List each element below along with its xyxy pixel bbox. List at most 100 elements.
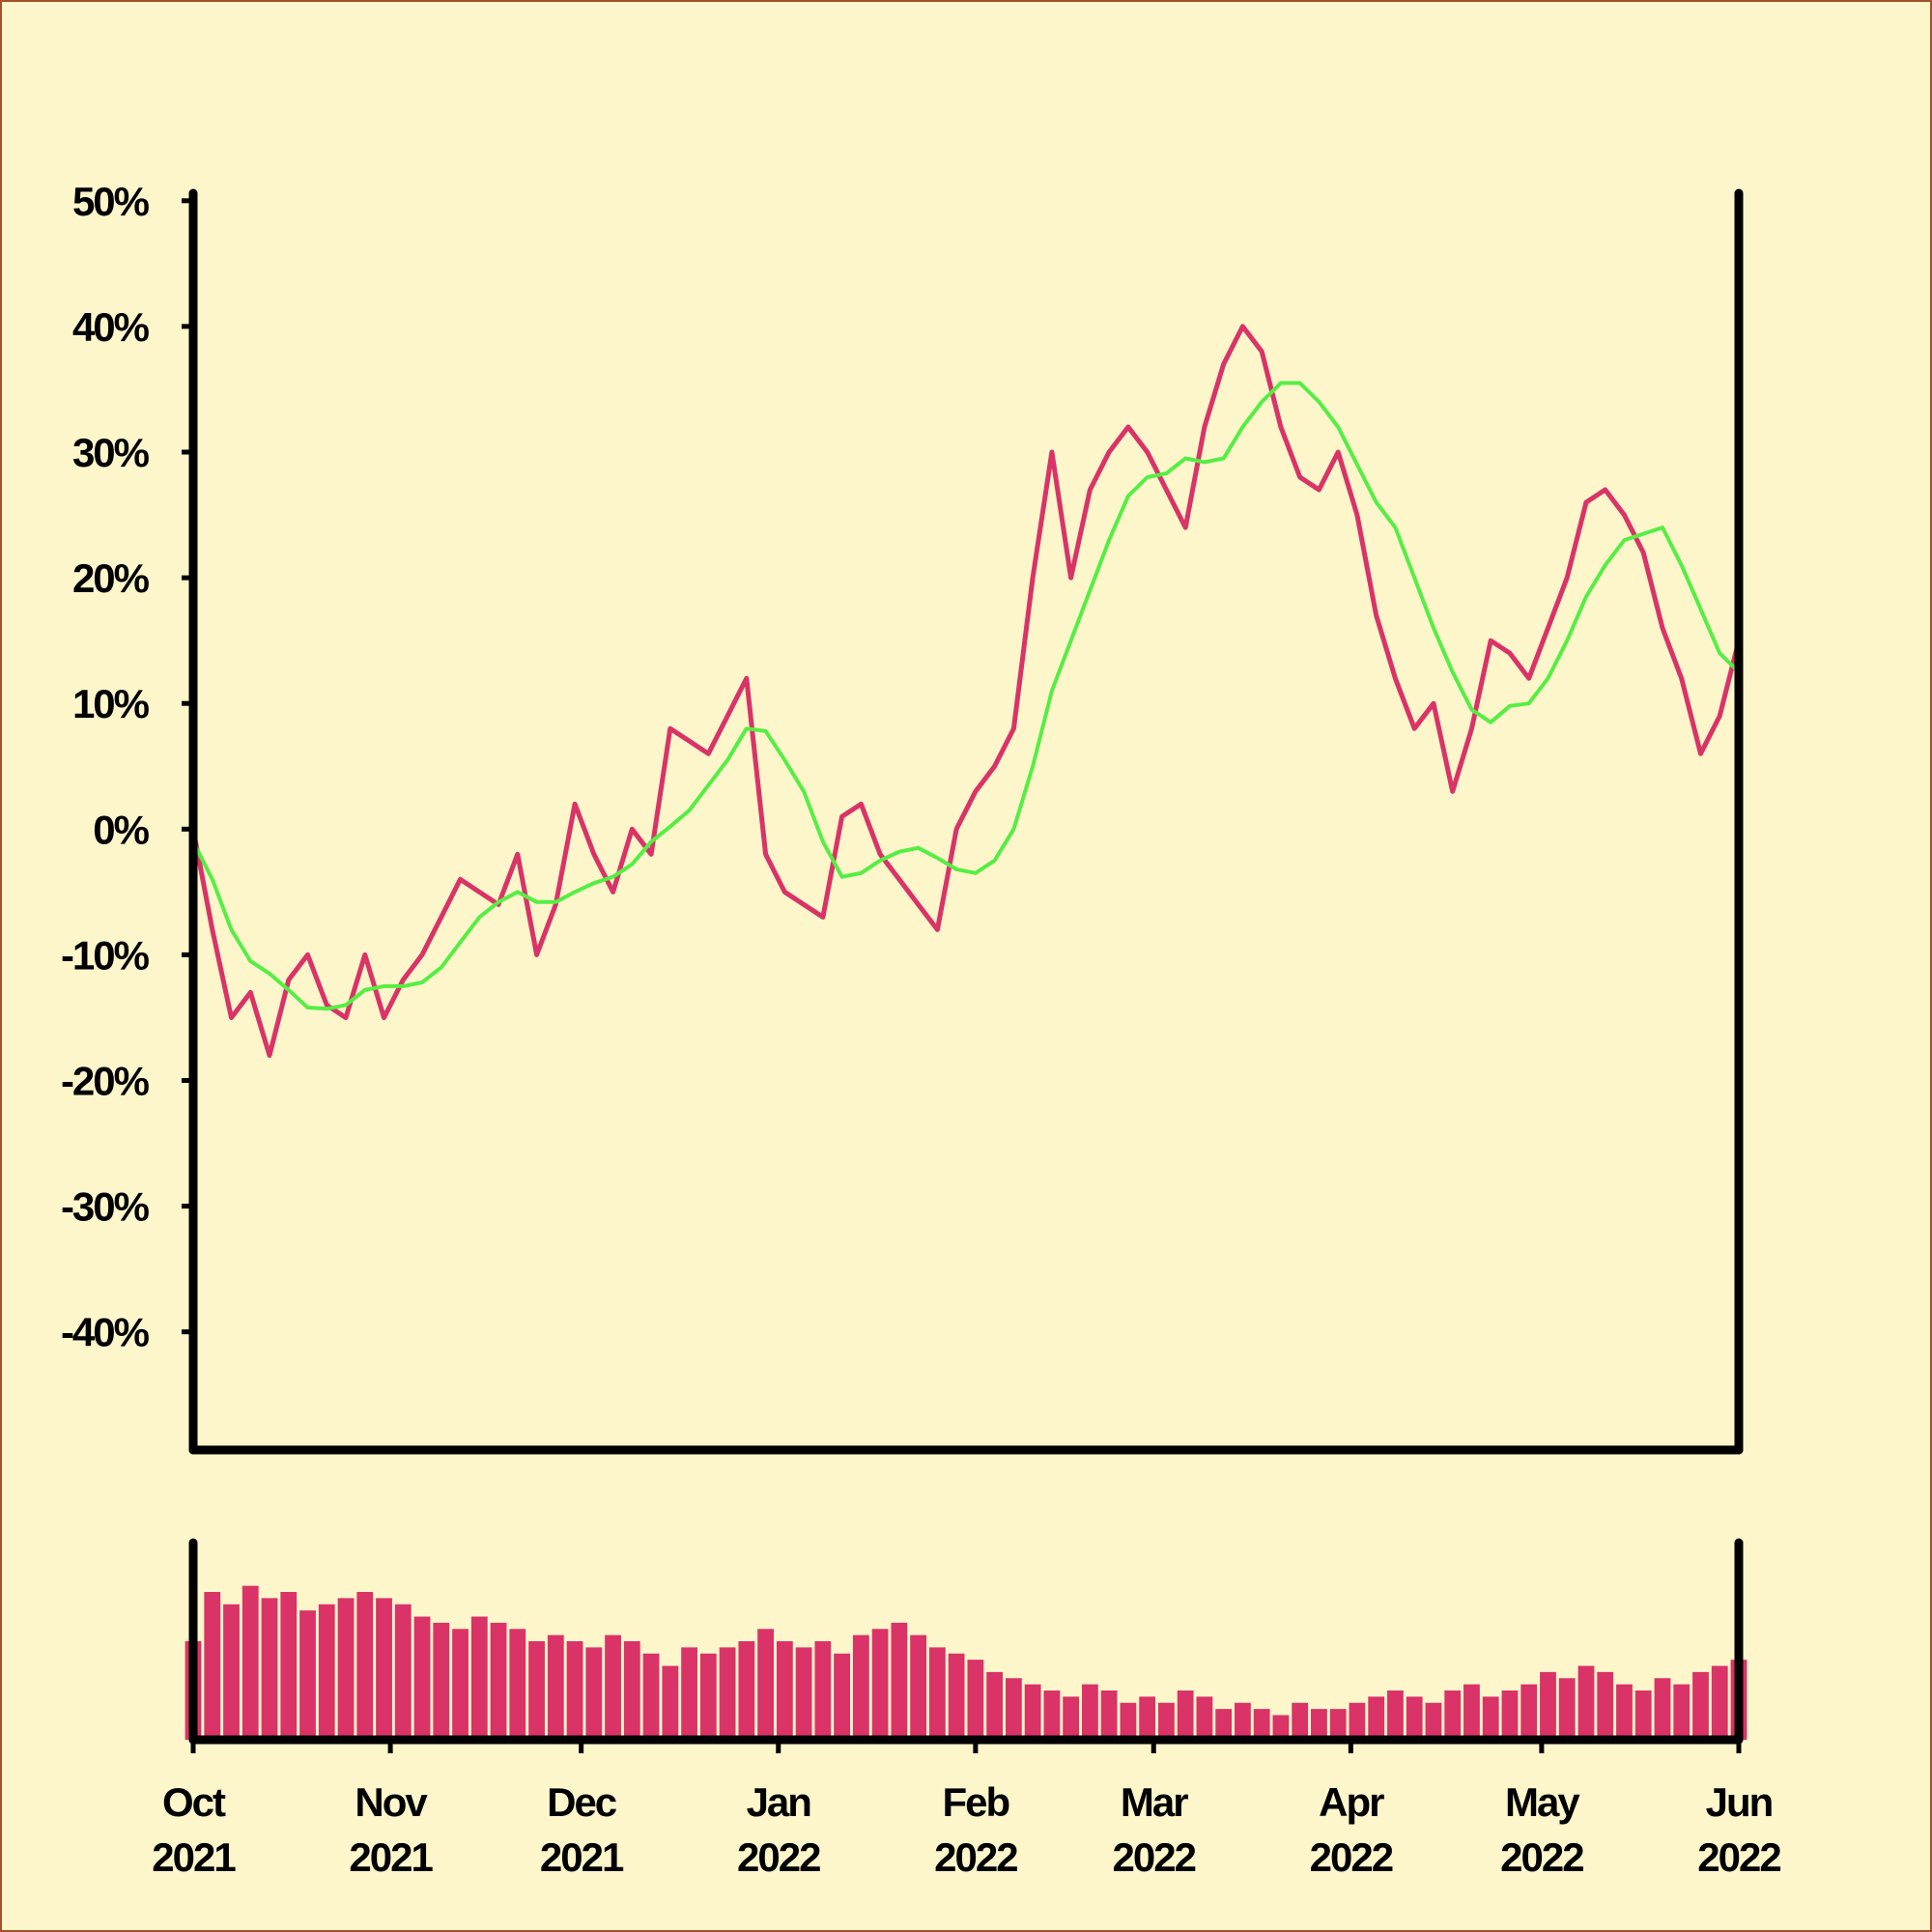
x-tick-label-line: Oct	[162, 1779, 226, 1825]
volume-bar	[1616, 1684, 1633, 1740]
volume-bar	[413, 1616, 431, 1740]
volume-bar	[1043, 1690, 1061, 1740]
volume-bar	[1597, 1671, 1614, 1740]
volume-bar	[261, 1598, 278, 1740]
x-tick-label-line: 2022	[1500, 1834, 1583, 1880]
y-tick-label: -30%	[61, 1184, 150, 1230]
volume-bar	[776, 1641, 793, 1740]
volume-bar	[1158, 1702, 1175, 1740]
x-tick-label: Apr 2022	[1310, 1779, 1393, 1880]
volume-bar	[1100, 1690, 1118, 1740]
x-tick-label: May 2022	[1500, 1779, 1583, 1880]
y-tick-label: 30%	[72, 430, 150, 475]
volume-bar	[1482, 1696, 1499, 1740]
volume-bar	[376, 1598, 392, 1740]
volume-bar	[738, 1641, 755, 1740]
volume-bar	[1215, 1709, 1233, 1740]
x-tick-label-line: Nov	[355, 1779, 428, 1825]
volume-bar	[1673, 1684, 1690, 1740]
volume-bar	[1235, 1702, 1251, 1740]
volume-bar	[1577, 1665, 1595, 1740]
x-tick-label: Mar 2022	[1113, 1779, 1196, 1880]
volume-bar	[662, 1665, 679, 1740]
volume-bar	[204, 1592, 221, 1740]
volume-bar	[1711, 1665, 1728, 1740]
volume-bar	[1425, 1702, 1442, 1740]
x-tick-label-line: Feb	[943, 1779, 1009, 1825]
volume-bar	[356, 1592, 374, 1740]
volume-bar	[1558, 1678, 1576, 1740]
y-tick-label: -20%	[61, 1059, 150, 1104]
x-tick-label: Jan 2022	[737, 1779, 820, 1880]
y-tick-label: 0%	[93, 807, 149, 852]
x-tick-label-line: 2022	[1310, 1834, 1393, 1880]
x-tick-label-line: 2022	[1113, 1834, 1196, 1880]
volume-bar	[1196, 1696, 1213, 1740]
volume-bar	[871, 1629, 889, 1740]
volume-bar	[834, 1653, 850, 1740]
volume-bar	[1692, 1671, 1709, 1740]
volume-bar	[1120, 1702, 1137, 1740]
volume-bar	[681, 1647, 697, 1740]
volume-bar	[852, 1634, 869, 1740]
x-tick-label: Oct 2021	[152, 1779, 236, 1880]
volume-bar	[1406, 1696, 1423, 1740]
line-series	[191, 381, 1741, 1011]
x-tick-label-line: Jan	[747, 1779, 811, 1825]
volume-bar	[1082, 1684, 1098, 1740]
x-tick-label-line: Jun	[1706, 1779, 1773, 1825]
volume-bar	[394, 1604, 412, 1740]
volume-bar	[1349, 1702, 1366, 1740]
x-tick-label-line: 2021	[540, 1834, 624, 1880]
volume-bar	[1311, 1709, 1327, 1740]
volume-bar	[642, 1653, 660, 1740]
volume-bar	[1654, 1678, 1671, 1740]
volume-bar	[433, 1622, 450, 1740]
x-tick-label: Dec 2021	[540, 1779, 624, 1880]
volume-bar	[318, 1604, 335, 1740]
volume-bar	[528, 1641, 545, 1740]
x-tick-label-line: 2022	[737, 1834, 820, 1880]
y-tick-label: 50%	[72, 179, 150, 224]
volume-bar	[1368, 1696, 1385, 1740]
x-tick-label-line: 2021	[152, 1834, 236, 1880]
volume-bar	[299, 1610, 316, 1740]
volume-bar	[490, 1622, 507, 1740]
x-tick-label-line: 2022	[1697, 1834, 1780, 1880]
volume-bar	[928, 1647, 946, 1740]
volume-bar	[1005, 1678, 1022, 1740]
volume-bar	[1329, 1709, 1347, 1740]
x-tick-label: Nov 2021	[349, 1779, 433, 1880]
volume-bar	[1540, 1671, 1556, 1740]
volume-bar	[967, 1660, 984, 1740]
volume-bar	[910, 1634, 927, 1740]
volume-bar	[509, 1629, 526, 1740]
volume-bar	[699, 1653, 717, 1740]
x-tick-label-line: 2021	[349, 1834, 433, 1880]
volume-bar	[1024, 1684, 1041, 1740]
volume-bar	[470, 1616, 488, 1740]
y-tick-label: -10%	[61, 932, 150, 978]
volume-bar	[1463, 1684, 1480, 1740]
line-series	[190, 324, 1742, 1058]
volume-bar	[1177, 1690, 1194, 1740]
volume-bar	[1139, 1696, 1156, 1740]
volume-bar	[1501, 1690, 1519, 1740]
volume-bar	[623, 1641, 640, 1740]
volume-bar	[1253, 1709, 1270, 1740]
x-tick-label-line: Mar	[1121, 1779, 1188, 1825]
volume-bar	[605, 1634, 621, 1740]
volume-bar	[242, 1585, 259, 1740]
x-tick-label-line: Dec	[547, 1779, 617, 1825]
volume-bar	[757, 1629, 774, 1740]
volume-bar	[547, 1634, 564, 1740]
volume-bar	[585, 1647, 603, 1740]
volume-bar	[891, 1622, 908, 1740]
x-tick-label: Feb 2022	[934, 1779, 1017, 1880]
volume-bar	[337, 1598, 355, 1740]
volume-bar	[1634, 1690, 1652, 1740]
volume-bar	[223, 1604, 240, 1740]
volume-bar	[719, 1647, 736, 1740]
